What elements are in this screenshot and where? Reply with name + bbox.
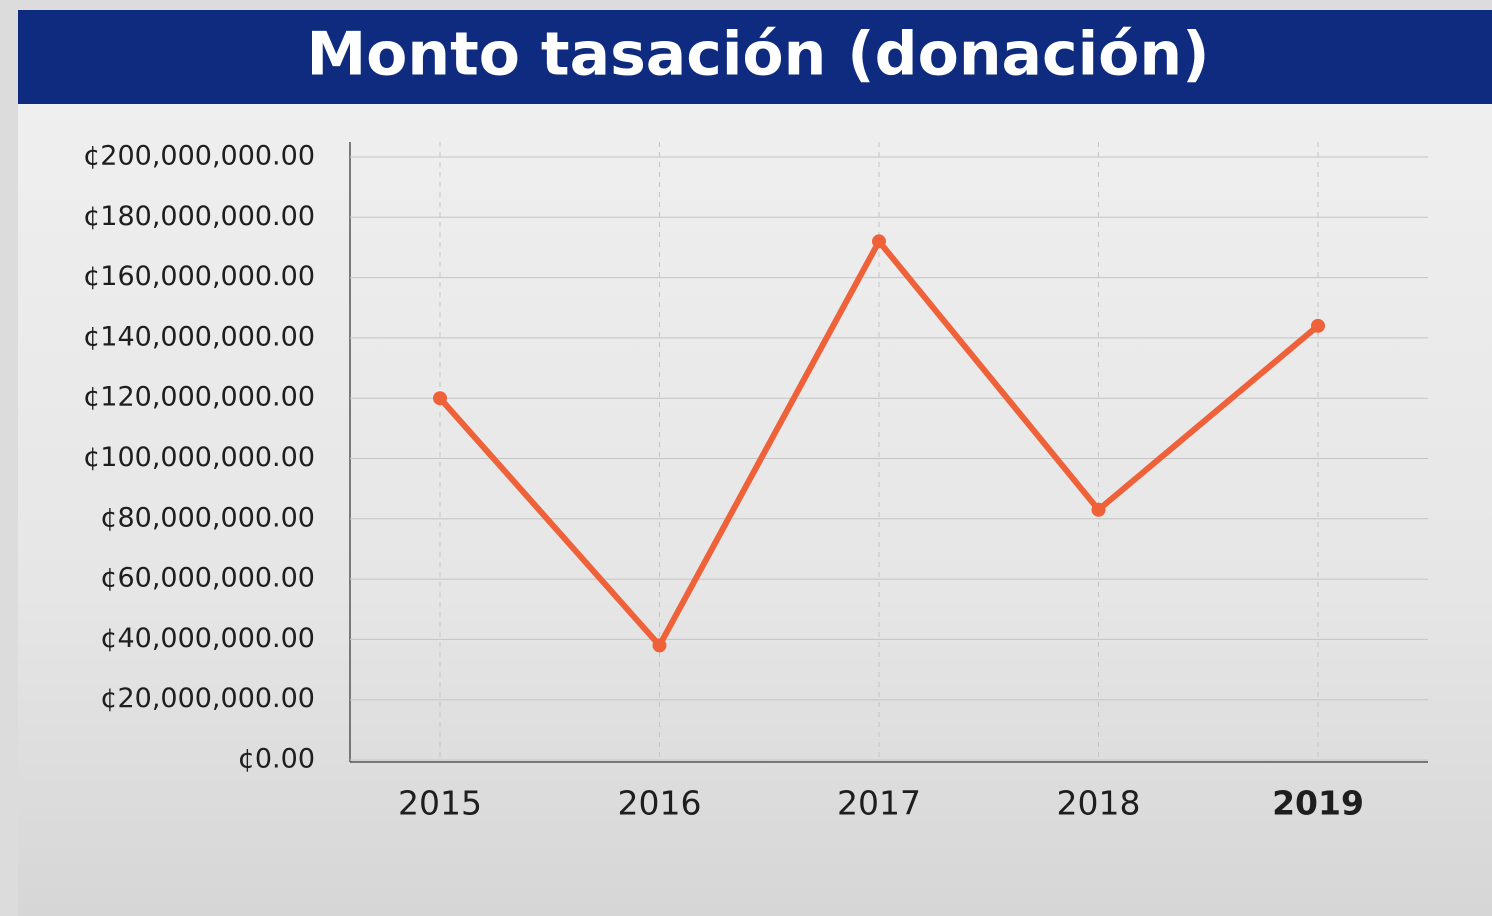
y-tick-label: ¢120,000,000.00 bbox=[83, 382, 315, 413]
data-point bbox=[433, 391, 447, 405]
y-tick-label: ¢200,000,000.00 bbox=[83, 141, 315, 172]
y-tick-label: ¢80,000,000.00 bbox=[100, 502, 315, 533]
data-point bbox=[872, 234, 886, 248]
x-tick-label: 2016 bbox=[618, 784, 702, 823]
x-tick-label: 2018 bbox=[1057, 784, 1141, 823]
y-tick-label: ¢140,000,000.00 bbox=[83, 321, 315, 352]
data-point bbox=[1311, 319, 1325, 333]
chart-title: Monto tasación (donación) bbox=[306, 20, 1209, 90]
y-tick-label: ¢180,000,000.00 bbox=[83, 201, 315, 232]
y-tick-label: ¢40,000,000.00 bbox=[100, 623, 315, 654]
data-point bbox=[1092, 503, 1106, 517]
chart: Monto tasación (donación) ¢0.00 ¢20,000,0… bbox=[0, 0, 1492, 916]
x-tick-label: 2015 bbox=[398, 784, 482, 823]
y-tick-label: ¢0.00 bbox=[238, 744, 315, 775]
x-tick-label: 2017 bbox=[837, 784, 921, 823]
y-tick-label: ¢60,000,000.00 bbox=[100, 563, 315, 594]
data-point bbox=[653, 638, 667, 652]
y-tick-label: ¢100,000,000.00 bbox=[83, 442, 315, 473]
y-tick-label: ¢160,000,000.00 bbox=[83, 261, 315, 292]
y-tick-label: ¢20,000,000.00 bbox=[100, 683, 315, 714]
x-tick-label: 2019 bbox=[1272, 784, 1364, 823]
